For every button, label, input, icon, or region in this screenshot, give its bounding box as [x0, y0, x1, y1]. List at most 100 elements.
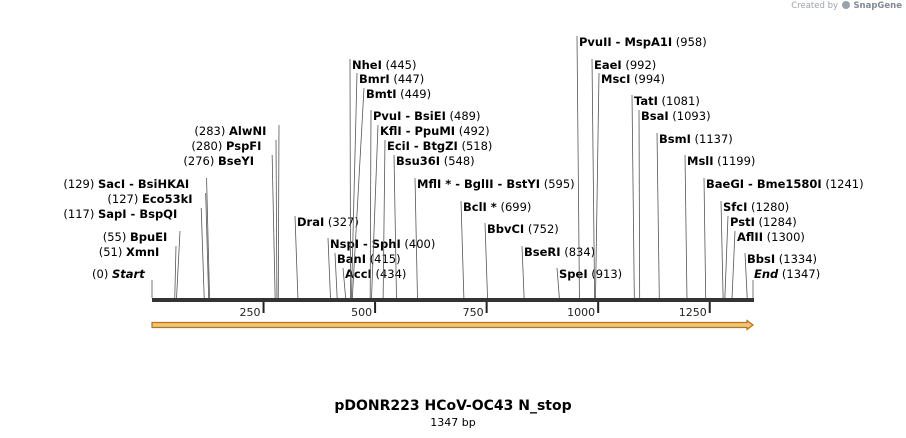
- site-label-text: BaeGI - Bme1580I (1241): [706, 177, 864, 191]
- site-position: (280): [191, 139, 226, 153]
- site-leader-line: [382, 139, 386, 299]
- feature-arrow: [151, 319, 754, 331]
- site-label-aflii[interactable]: AflII (1300): [737, 230, 805, 244]
- site-label-nhei[interactable]: NheI (445): [352, 58, 416, 72]
- site-leader-line: [174, 245, 177, 299]
- site-label-text: Bsu36I (548): [396, 154, 475, 168]
- site-leader-line: [556, 267, 560, 299]
- axis-tick-label: 500: [351, 306, 372, 319]
- site-label-saci[interactable]: (129) SacI - BsiHKAI: [63, 177, 189, 191]
- site-label-pvuii[interactable]: PvuII - MspA1I (958): [579, 35, 707, 49]
- site-leader-line: [684, 154, 688, 299]
- site-leader-line: [460, 200, 465, 299]
- enzyme-name: SpeI: [559, 267, 588, 281]
- site-label-spei[interactable]: SpeI (913): [559, 267, 622, 281]
- site-label-eco53ki[interactable]: (127) Eco53kI: [107, 192, 192, 206]
- site-label-sfci[interactable]: SfcI (1280): [723, 200, 789, 214]
- site-label-bsu36i[interactable]: Bsu36I (548): [396, 154, 475, 168]
- site-label-bmti[interactable]: BmtI (449): [366, 87, 431, 101]
- site-label-end[interactable]: End (1347): [754, 267, 820, 281]
- site-label-bseri[interactable]: BseRI (834): [524, 245, 595, 259]
- site-position: (449): [397, 87, 432, 101]
- site-position: (1280): [747, 200, 789, 214]
- site-position: (283): [194, 124, 229, 138]
- site-label-text: BseRI (834): [524, 245, 595, 259]
- site-label-bani[interactable]: BanI (415): [337, 252, 401, 266]
- enzyme-name: BmrI: [359, 72, 390, 86]
- site-position: (595): [540, 177, 575, 191]
- site-position: (489): [446, 109, 481, 123]
- site-leader-line: [595, 72, 600, 299]
- site-label-text: BclI * (699): [463, 200, 531, 214]
- site-label-text: PvuII - MspA1I (958): [579, 35, 707, 49]
- site-label-text: BmrI (447): [359, 72, 424, 86]
- site-position: (1093): [669, 109, 711, 123]
- site-label-bsmi[interactable]: BsmI (1137): [659, 132, 733, 146]
- site-position: (834): [561, 245, 596, 259]
- enzyme-name: SacI - BsiHKAI: [98, 177, 189, 191]
- site-position: (994): [630, 72, 665, 86]
- site-position: (55): [103, 230, 130, 244]
- site-label-bpuei[interactable]: (55) BpuEI: [103, 230, 168, 244]
- site-label-bsai[interactable]: BsaI (1093): [641, 109, 711, 123]
- enzyme-name: PstI: [730, 215, 755, 229]
- enzyme-name: EaeI: [594, 58, 622, 72]
- site-leader-line: [484, 222, 488, 299]
- credit-label: Created by SnapGene: [791, 1, 902, 11]
- site-label-text: BmtI (449): [366, 87, 431, 101]
- site-label-tati[interactable]: TatI (1081): [634, 94, 700, 108]
- enzyme-name: BbsI: [747, 252, 775, 266]
- site-label-sapi[interactable]: (117) SapI - BspQI: [63, 207, 177, 221]
- site-label-baegi[interactable]: BaeGI - Bme1580I (1241): [706, 177, 864, 191]
- site-label-msci[interactable]: MscI (994): [601, 72, 665, 86]
- enzyme-name: BanI: [337, 252, 366, 266]
- site-label-text: NspI - SphI (400): [330, 237, 435, 251]
- site-label-psti[interactable]: PstI (1284): [730, 215, 797, 229]
- site-leader-line: [731, 230, 736, 299]
- site-label-msli[interactable]: MslI (1199): [687, 154, 755, 168]
- site-label-text: MslI (1199): [687, 154, 755, 168]
- site-label-bcli[interactable]: BclI * (699): [463, 200, 531, 214]
- enzyme-name: PvuI - BsiEI: [373, 109, 446, 123]
- site-label-mfli[interactable]: MflI * - BglII - BstYI (595): [417, 177, 575, 191]
- enzyme-name: BseYI: [218, 154, 254, 168]
- site-label-drai[interactable]: DraI (327): [297, 215, 359, 229]
- site-label-text: TatI (1081): [634, 94, 700, 108]
- site-label-text: BsaI (1093): [641, 109, 711, 123]
- site-label-alwni[interactable]: (283) AlwNI: [194, 124, 266, 138]
- site-leader-line: [277, 124, 280, 299]
- site-label-start[interactable]: (0) Start: [92, 267, 145, 281]
- enzyme-name: PvuII - MspA1I: [579, 35, 672, 49]
- site-position: (1300): [763, 230, 805, 244]
- site-label-text: MflI * - BglII - BstYI (595): [417, 177, 575, 191]
- enzyme-name: PspFI: [226, 139, 261, 153]
- site-label-eaei[interactable]: EaeI (992): [594, 58, 656, 72]
- site-label-xmni[interactable]: (51) XmnI: [99, 245, 160, 259]
- site-label-text: End (1347): [754, 267, 820, 281]
- enzyme-name: BpuEI: [130, 230, 167, 244]
- site-label-ecii[interactable]: EciI - BtgZI (518): [387, 139, 492, 153]
- site-label-text: SpeI (913): [559, 267, 622, 281]
- site-label-pvui[interactable]: PvuI - BsiEI (489): [373, 109, 480, 123]
- enzyme-name: MslI: [687, 154, 714, 168]
- site-label-bseyi[interactable]: (276) BseYI: [183, 154, 254, 168]
- site-leader-line: [703, 177, 707, 299]
- site-label-bmri[interactable]: BmrI (447): [359, 72, 424, 86]
- site-label-kfli[interactable]: KflI - PpuMI (492): [380, 124, 490, 138]
- enzyme-name: BaeGI - Bme1580I: [706, 177, 822, 191]
- site-label-nspi[interactable]: NspI - SphI (400): [330, 237, 435, 251]
- site-label-text: PstI (1284): [730, 215, 797, 229]
- site-label-bbsi[interactable]: BbsI (1334): [747, 252, 817, 266]
- site-label-text: (129) SacI - BsiHKAI: [63, 177, 189, 191]
- site-leader-line: [206, 177, 210, 299]
- site-leader-line: [294, 215, 299, 299]
- site-position: (127): [107, 192, 142, 206]
- site-label-bbvci[interactable]: BbvCI (752): [487, 222, 559, 236]
- site-leader-line: [576, 35, 580, 299]
- site-leader-line: [200, 207, 205, 299]
- site-leader-line: [638, 109, 641, 299]
- site-position: (992): [622, 58, 657, 72]
- site-label-pspfi[interactable]: (280) PspFI: [191, 139, 261, 153]
- enzyme-name: Bsu36I: [396, 154, 440, 168]
